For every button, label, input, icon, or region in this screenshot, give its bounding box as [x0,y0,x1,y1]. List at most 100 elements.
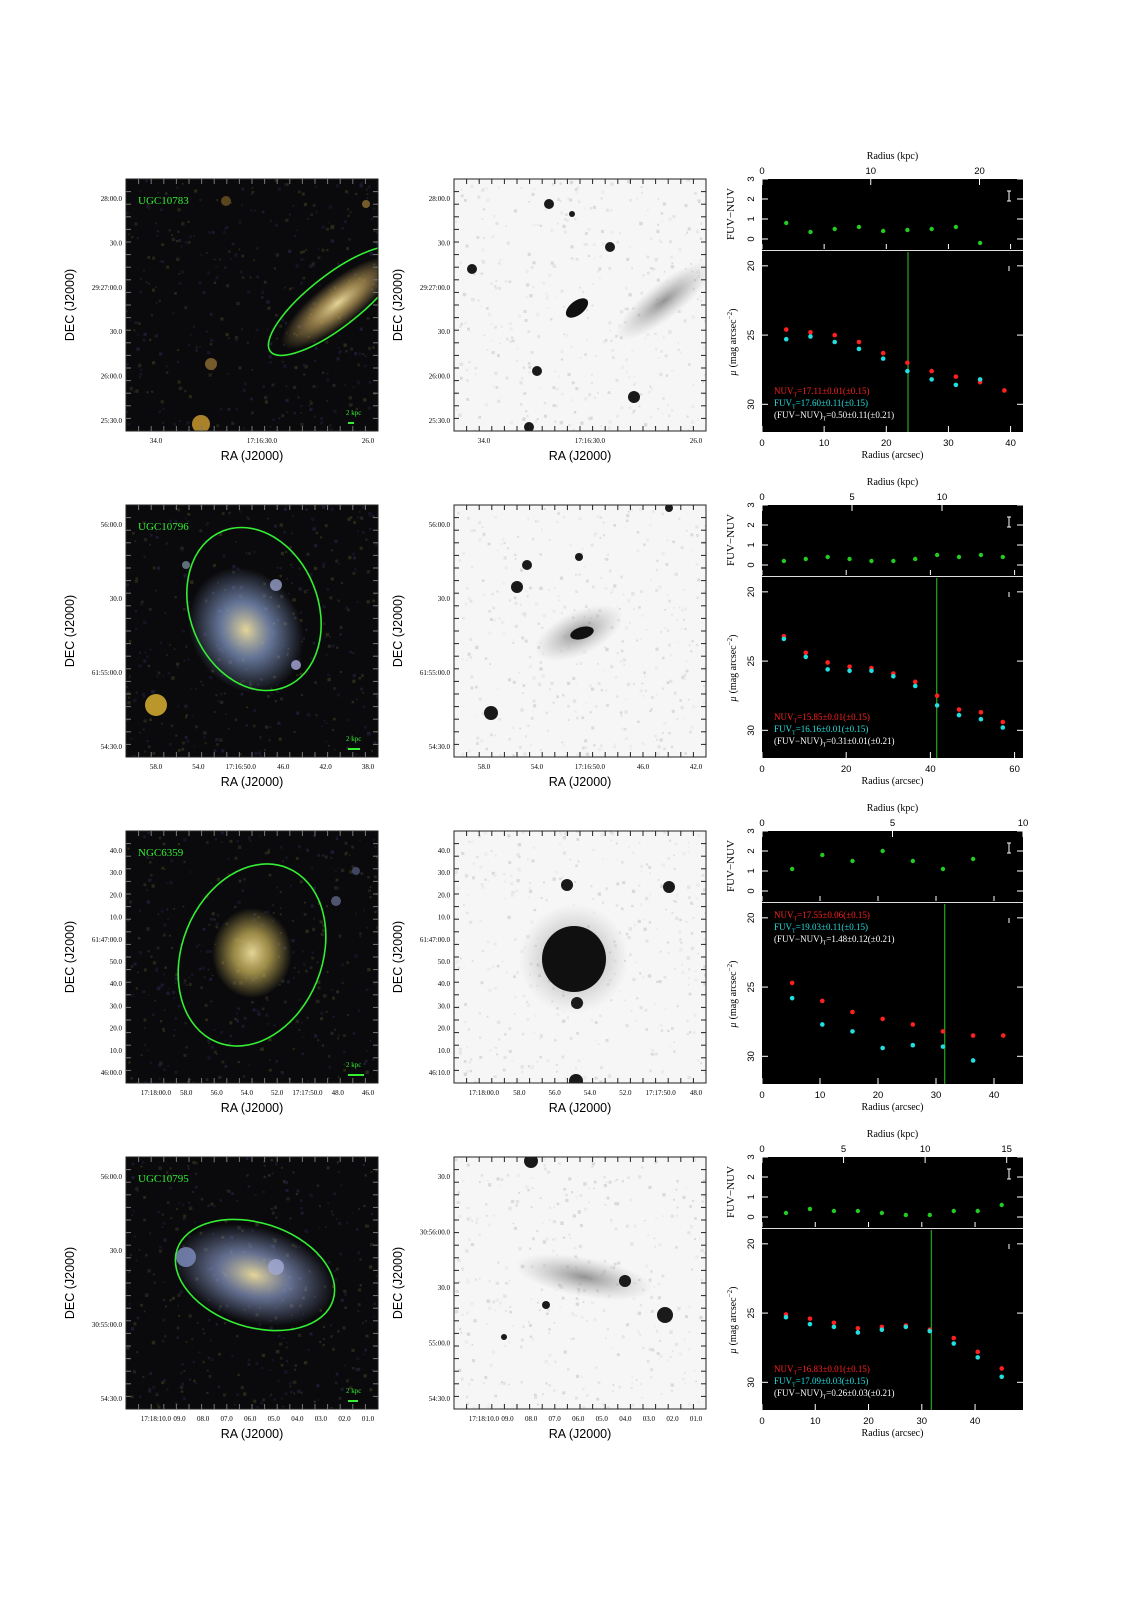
ra-tick-label: 07.0 [221,1415,234,1423]
noise-pixel [619,310,624,314]
noise-pixel [336,1218,338,1220]
noise-pixel [321,248,325,252]
noise-pixel [583,1207,588,1212]
noise-pixel [626,514,630,518]
noise-pixel [151,856,154,860]
noise-pixel [372,839,375,841]
noise-pixel [279,890,282,894]
fuv-point [831,1324,837,1330]
noise-pixel [226,284,230,288]
dec-tick-label: 61:55:00.0 [92,669,123,677]
noise-pixel [286,1197,290,1201]
noise-pixel [556,520,559,524]
noise-pixel [460,1331,463,1334]
noise-pixel [311,866,314,869]
noise-pixel [462,1179,465,1183]
noise-pixel [149,1372,153,1375]
ra-axis-label: RA (J2000) [549,449,612,463]
fuv-point [783,1314,789,1320]
arcsec-tick-label: 30 [943,438,954,449]
noise-pixel [219,1075,223,1079]
noise-pixel [595,1039,597,1042]
noise-pixel [271,1172,274,1175]
noise-pixel [684,1315,689,1319]
noise-pixel [629,1198,633,1202]
noise-pixel [577,186,580,189]
noise-pixel [528,1320,530,1323]
noise-pixel [162,933,166,937]
noise-pixel [460,188,463,192]
noise-pixel [335,837,339,841]
noise-pixel [693,1158,697,1162]
noise-pixel [329,428,333,431]
fuv-point [856,346,862,352]
noise-pixel [705,1173,706,1177]
noise-pixel [207,1318,211,1322]
noise-pixel [639,689,643,693]
noise-pixel [498,262,501,265]
noise-pixel [336,357,340,361]
noise-pixel [631,851,635,855]
noise-pixel [493,873,497,878]
noise-pixel [184,577,186,579]
noise-pixel [373,229,376,232]
noise-pixel [650,1368,654,1372]
noise-pixel [619,506,622,509]
noise-pixel [518,1192,521,1194]
noise-pixel [553,1206,556,1209]
noise-pixel [348,555,352,560]
noise-pixel [683,618,685,621]
noise-pixel [701,873,705,877]
noise-pixel [585,752,590,756]
noise-pixel [607,553,610,556]
noise-pixel [178,1314,181,1317]
noise-pixel [274,313,278,317]
noise-pixel [373,741,377,745]
noise-pixel [357,1303,361,1307]
noise-pixel [534,420,538,423]
noise-pixel [179,420,181,422]
noise-pixel [284,1370,288,1374]
noise-pixel [616,882,620,886]
scale-bar-label: 2 kpc [346,735,361,743]
noise-pixel [126,718,129,722]
noise-pixel [376,926,378,930]
noise-pixel [563,333,566,336]
noise-pixel [487,1403,490,1405]
noise-pixel [494,734,497,737]
noise-pixel [269,1059,271,1061]
noise-pixel [194,1381,198,1385]
noise-pixel [273,267,277,270]
noise-pixel [631,592,635,596]
noise-pixel [273,1205,278,1209]
noise-pixel [618,232,621,235]
ra-tick-label: 05.0 [268,1415,281,1423]
noise-pixel [507,834,511,838]
dec-tick-label: 54:30.0 [429,743,451,751]
noise-pixel [183,979,187,982]
noise-pixel [575,1297,579,1300]
nuv-point [789,980,795,986]
dec-tick-label: 46:00.0 [101,1069,123,1077]
noise-pixel [471,960,474,963]
noise-pixel [574,1396,578,1400]
noise-pixel [276,566,279,569]
noise-pixel [541,1222,544,1225]
source-blob [192,415,210,431]
noise-pixel [155,968,159,972]
noise-pixel [142,269,146,272]
noise-pixel [590,1019,594,1022]
noise-pixel [680,705,684,710]
noise-pixel [370,1212,373,1216]
gray-image-panel: 17:18:00.0 58.0 56.0 54.0 52.0 17:17:50.0 48.0… [391,830,707,1115]
noise-pixel [630,1382,633,1385]
noise-pixel [225,226,229,229]
noise-pixel [573,411,577,414]
noise-pixel [691,315,696,319]
source-blob [268,1259,284,1275]
noise-pixel [314,681,318,685]
noise-pixel [296,711,300,715]
fuv-nuv-point [956,554,962,560]
noise-pixel [181,1382,185,1386]
noise-pixel [635,961,637,964]
